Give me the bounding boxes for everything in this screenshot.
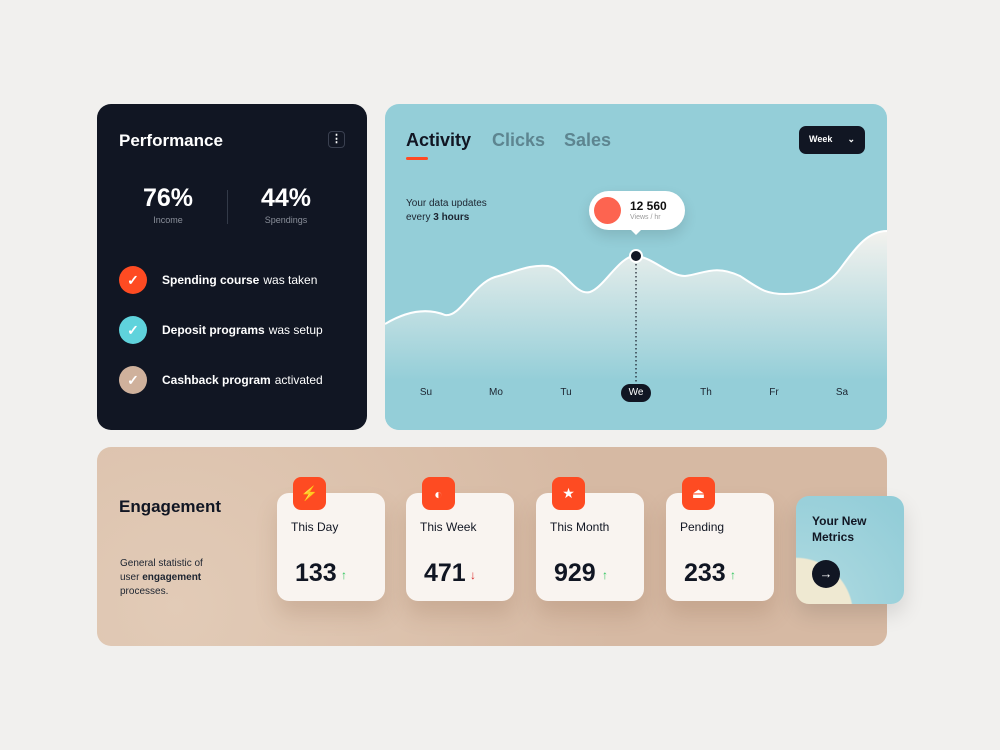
stat-label: Pending xyxy=(680,520,725,534)
engagement-title: Engagement xyxy=(119,497,222,516)
star-icon: ★ xyxy=(552,477,585,510)
stat-label: This Day xyxy=(291,520,339,534)
activity-card: Activity Clicks Sales Week ⌄ Your data up… xyxy=(385,104,887,430)
list-item: ✓ Deposit programs was setup xyxy=(119,316,323,344)
income-stat: 76% Income xyxy=(113,184,223,225)
day-tu[interactable]: Tu xyxy=(560,387,572,398)
item-bold: Spending course xyxy=(162,273,260,287)
activity-area xyxy=(385,231,887,430)
tooltip-dot-icon xyxy=(594,197,621,224)
desc-bold: engagement xyxy=(142,572,202,583)
activity-area-chart xyxy=(385,230,887,430)
chart-tooltip: 12 560 Views / hr xyxy=(589,191,685,235)
stat-label: This Month xyxy=(550,520,610,534)
performance-title: Performance xyxy=(119,131,223,150)
item-bold: Cashback program xyxy=(162,373,271,387)
tooltip-unit: Views / hr xyxy=(630,214,661,221)
stat-value: 929 xyxy=(554,559,596,587)
arrow-down-icon: ↓ xyxy=(470,568,476,582)
eject-icon: ⏏ xyxy=(682,477,715,510)
spendings-stat: 44% Spendings xyxy=(231,184,341,225)
stat-card-this-day[interactable]: ⚡ This Day 133 ↑ xyxy=(277,477,385,601)
stat-card-pending[interactable]: ⏏ Pending 233 ↑ xyxy=(666,477,774,601)
tab-activity[interactable]: Activity xyxy=(406,130,472,160)
desc-text: processes. xyxy=(120,586,169,597)
list-item: ✓ Spending course was taken xyxy=(119,266,317,294)
stat-label: This Week xyxy=(420,520,477,534)
update-every: every xyxy=(406,212,431,223)
performance-card: Performance ⋮ 76% Income 44% Spendings ✓ Sp… xyxy=(97,104,367,430)
half-circle-icon: ◐ xyxy=(422,477,455,510)
arrow-up-icon: ↑ xyxy=(602,568,608,582)
desc-text: user xyxy=(120,572,140,583)
item-text: was taken xyxy=(263,273,318,287)
tab-sales[interactable]: Sales xyxy=(564,130,612,150)
stat-value: 133 xyxy=(295,559,337,587)
selected-point xyxy=(629,249,643,263)
divider xyxy=(227,190,228,224)
period-select[interactable]: Week ⌄ xyxy=(799,126,865,154)
period-value: Week xyxy=(809,134,833,144)
day-th[interactable]: Th xyxy=(700,387,712,398)
new-metrics-card[interactable]: Your New Metrics → xyxy=(796,496,904,604)
day-mo[interactable]: Mo xyxy=(489,387,503,398)
desc-text: General statistic of xyxy=(120,558,203,569)
item-text: was setup xyxy=(268,323,323,337)
engagement-description: General statistic of user engagement proce… xyxy=(120,557,230,599)
lightning-icon: ⚡ xyxy=(293,477,326,510)
update-note: Your data updates every 3 hours xyxy=(406,197,487,225)
stat-card-this-month[interactable]: ★ This Month 929 ↑ xyxy=(536,477,644,601)
item-text: activated xyxy=(274,373,323,387)
arrow-right-icon[interactable]: → xyxy=(812,560,840,588)
day-we[interactable]: We xyxy=(621,384,651,402)
check-icon: ✓ xyxy=(119,366,147,394)
arrow-up-icon: ↑ xyxy=(341,568,347,582)
spendings-label: Spendings xyxy=(264,215,308,225)
day-sa[interactable]: Sa xyxy=(835,387,849,398)
spendings-value: 44% xyxy=(260,184,312,212)
stat-value: 233 xyxy=(684,559,726,587)
check-icon: ✓ xyxy=(119,266,147,294)
check-icon: ✓ xyxy=(119,316,147,344)
item-bold: Deposit programs xyxy=(162,323,265,337)
more-vertical-icon[interactable]: ⋮ xyxy=(328,131,345,148)
tab-clicks[interactable]: Clicks xyxy=(492,130,546,150)
list-item: ✓ Cashback program activated xyxy=(119,366,323,394)
update-interval: 3 hours xyxy=(433,212,470,223)
day-fr[interactable]: Fr xyxy=(769,387,779,398)
stat-card-this-week[interactable]: ◐ This Week 471 ↓ xyxy=(406,477,514,601)
income-value: 76% xyxy=(142,184,194,212)
day-su[interactable]: Su xyxy=(419,387,433,398)
arrow-up-icon: ↑ xyxy=(730,568,736,582)
income-label: Income xyxy=(153,215,183,225)
stat-value: 471 xyxy=(424,559,466,587)
chevron-down-icon: ⌄ xyxy=(847,134,855,144)
tooltip-value: 12 560 xyxy=(630,199,667,213)
update-text: Your data updates xyxy=(406,198,487,209)
new-metrics-title: Your New Metrics xyxy=(812,514,867,544)
